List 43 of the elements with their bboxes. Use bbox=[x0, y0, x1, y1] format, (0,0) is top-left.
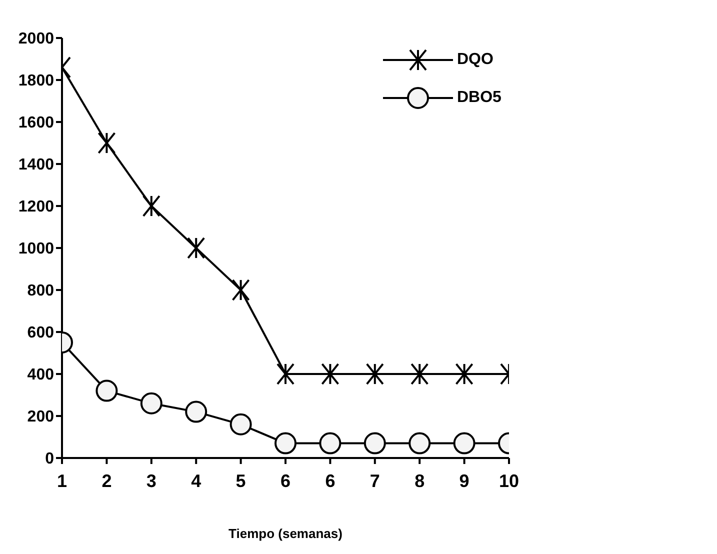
point bbox=[321, 363, 340, 385]
x-tick-label: 10 bbox=[498, 470, 520, 491]
legend-label: DBO5 bbox=[457, 89, 502, 107]
y-tick-label: 800 bbox=[27, 282, 54, 300]
point bbox=[455, 363, 474, 385]
y-tick-label: 200 bbox=[27, 408, 54, 426]
y-tick-label: 1200 bbox=[18, 198, 54, 216]
x-tick-label: 7 bbox=[370, 470, 380, 491]
x-tick-label: 6 bbox=[325, 470, 336, 491]
point bbox=[232, 279, 250, 301]
point bbox=[319, 432, 342, 454]
x-tick-label: 5 bbox=[236, 470, 246, 491]
point bbox=[98, 132, 116, 154]
point bbox=[230, 413, 252, 436]
point bbox=[453, 432, 476, 454]
x-tick-label: 4 bbox=[191, 470, 202, 491]
x-tick-label: 3 bbox=[146, 470, 156, 491]
x-tick-label: 2 bbox=[102, 470, 112, 491]
point bbox=[274, 432, 296, 454]
x-tick-label: 6 bbox=[280, 470, 291, 491]
point bbox=[364, 432, 386, 454]
point bbox=[142, 195, 160, 217]
point bbox=[140, 392, 162, 414]
point bbox=[366, 363, 384, 385]
point bbox=[187, 237, 206, 259]
y-tick-label: 1400 bbox=[18, 156, 54, 174]
x-tick-label: 1 bbox=[56, 470, 68, 491]
legend-label: DQO bbox=[457, 51, 494, 69]
point bbox=[410, 363, 429, 385]
x-axis-title: Tiempo (semanas) bbox=[228, 526, 342, 541]
y-tick-label: 0 bbox=[45, 450, 54, 468]
point bbox=[185, 400, 208, 423]
y-tick-label: 1600 bbox=[18, 114, 54, 132]
x-tick-label: 8 bbox=[414, 470, 425, 491]
y-tick-label: 1000 bbox=[18, 240, 54, 258]
y-tick-label: 400 bbox=[27, 366, 54, 384]
point bbox=[276, 363, 294, 385]
y-tick-label: 2000 bbox=[18, 30, 54, 48]
x-tick-label: 9 bbox=[459, 470, 470, 491]
y-tick-label: 1800 bbox=[18, 72, 54, 90]
point bbox=[408, 432, 431, 454]
point bbox=[96, 380, 118, 402]
y-tick-label: 600 bbox=[27, 324, 54, 342]
